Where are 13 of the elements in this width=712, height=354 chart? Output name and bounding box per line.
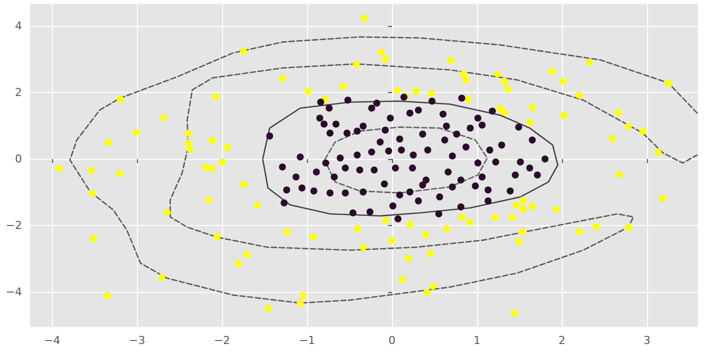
x-tick-label: −3 [128,334,146,347]
y-tick-label: −4 [6,286,22,299]
y-tick-label: 0 [15,152,22,166]
x-tick-label: 2 [558,334,566,347]
x-tick-label: −4 [44,334,60,347]
x-tick-label: 1 [474,334,481,347]
y-tick-label: 2 [15,86,22,99]
y-tick-label: −2 [6,219,22,232]
x-tick-label: 0 [388,334,396,347]
x-tick-label: 3 [644,334,651,347]
y-tick-label: 4 [15,19,22,32]
x-tick-label: −2 [214,334,230,347]
x-tick-label: −1 [298,334,316,347]
